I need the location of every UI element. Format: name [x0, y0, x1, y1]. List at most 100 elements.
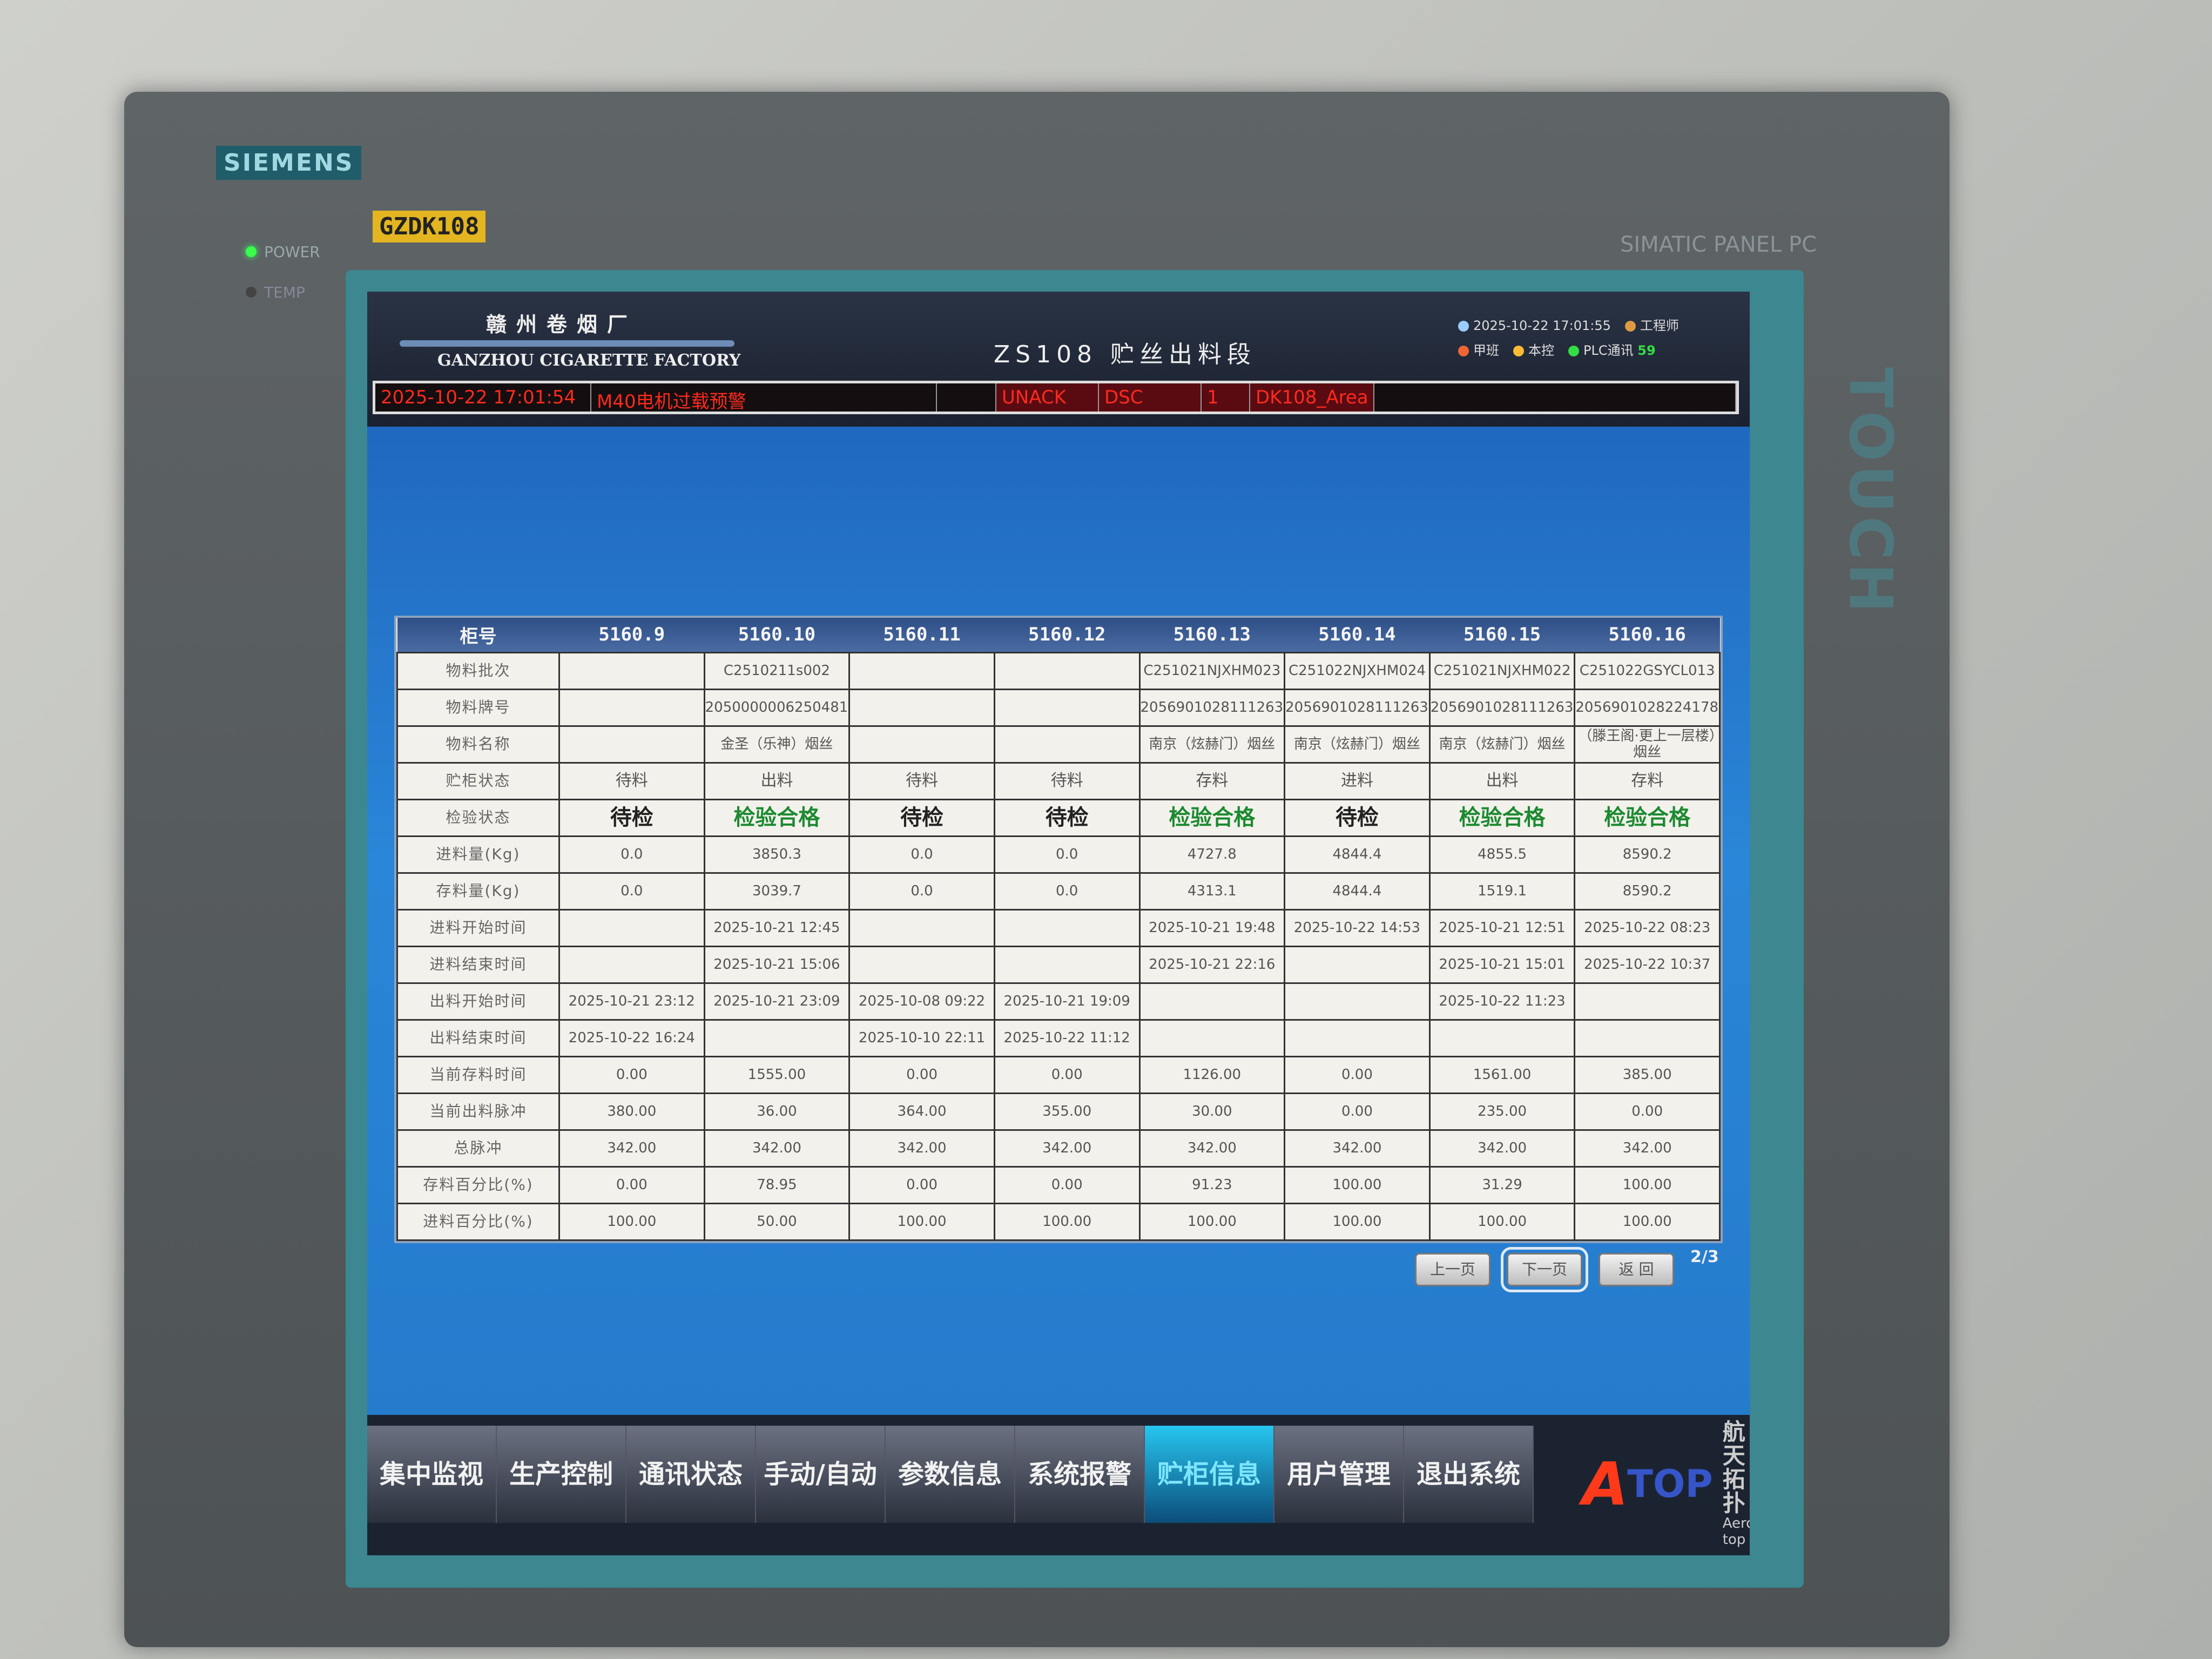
table-cell — [848, 688, 995, 727]
column-header: 5160.11 — [849, 618, 995, 652]
table-cell: 2025-10-21 19:48 — [1138, 908, 1286, 947]
table-cell: 待料 — [558, 761, 705, 800]
table-cell: 存料 — [1138, 761, 1286, 800]
row-label: 存料量(Kg) — [396, 872, 560, 911]
table-cell: 0.0 — [558, 835, 705, 874]
mode-text: 本控 — [1528, 343, 1554, 358]
nav-tab[interactable]: 用户管理 — [1274, 1426, 1404, 1523]
mode-icon — [1513, 346, 1524, 356]
table-cell: 待检 — [993, 798, 1141, 837]
table-cell: 342.00 — [558, 1129, 705, 1168]
table-cell: 4727.8 — [1138, 835, 1286, 874]
table-row: 当前存料时间 0.00 1555.00 0.00 0.00 1126.00 0.00 1561… — [396, 1055, 1721, 1094]
table-row: 存料百分比(%) 0.00 78.95 0.00 0.00 91.23 100.00 31.2… — [396, 1165, 1721, 1204]
row-label: 物料批次 — [396, 651, 560, 690]
table-cell: 南京（炫赫门）烟丝 — [1428, 725, 1576, 764]
plc-status: PLC通讯 59 — [1568, 343, 1656, 358]
table-header: 柜号 5160.9 5160.10 5160.11 5160.12 5160.13 5160… — [397, 618, 1720, 652]
table-cell: 364.00 — [848, 1092, 995, 1131]
factory-name-cn: 赣州卷烟厂 — [486, 313, 638, 336]
row-label: 当前出料脉冲 — [396, 1092, 560, 1131]
table-cell: 100.00 — [1138, 1202, 1286, 1241]
table-cell: 1561.00 — [1428, 1055, 1576, 1094]
table-cell — [558, 945, 705, 984]
table-cell: 2025-10-21 12:45 — [703, 908, 851, 947]
nav-tab[interactable]: 参数信息 — [886, 1426, 1015, 1523]
bottom-nav: 集中监视 生产控制 通讯状态 手动/自动 参数信息 系统报警 贮柜信息 用户管理 退出系统 — [367, 1415, 1750, 1555]
table-cell: 8590.2 — [1574, 872, 1721, 911]
table-cell: 0.00 — [993, 1165, 1141, 1204]
alarm-area: DK108_Area — [1250, 383, 1374, 412]
table-cell: 0.0 — [558, 872, 705, 911]
table-cell — [1138, 982, 1286, 1021]
table-cell: 2025-10-22 08:23 — [1574, 908, 1721, 947]
table-cell: 36.00 — [703, 1092, 851, 1131]
table-cell: C251021NJXHM023 — [1138, 651, 1286, 690]
table-cell: 380.00 — [558, 1092, 705, 1131]
column-header: 5160.15 — [1429, 618, 1575, 652]
power-led-icon — [246, 246, 257, 257]
plc-value: 59 — [1637, 343, 1656, 358]
nav-tab[interactable]: 贮柜信息 — [1145, 1426, 1274, 1523]
table-cell: 50.00 — [703, 1202, 851, 1241]
table-cell: 2025-10-21 22:16 — [1138, 945, 1286, 984]
table-cell: 3850.3 — [703, 835, 851, 874]
table-cell: 待料 — [993, 761, 1141, 800]
table-cell: 20569010282241781 — [1574, 688, 1721, 727]
nav-tab[interactable]: 通讯状态 — [626, 1426, 756, 1523]
row-label: 总脉冲 — [396, 1129, 560, 1168]
table-cell — [558, 651, 705, 690]
table-cell — [848, 945, 995, 984]
table-row: 进料开始时间 2025-10-21 12:45 2025-10-21 19:48 20… — [396, 908, 1721, 947]
alarm-extra — [1374, 383, 1736, 412]
table-row: 出料结束时间 2025-10-22 16:24 2025-10-10 22:11 20… — [396, 1019, 1721, 1057]
table-cell: 0.00 — [848, 1165, 995, 1204]
nav-tab[interactable]: 退出系统 — [1404, 1426, 1534, 1523]
control-mode: 本控 — [1513, 343, 1554, 358]
row-label: 检验状态 — [396, 798, 560, 837]
column-header: 5160.13 — [1139, 618, 1285, 652]
clock-icon — [1458, 321, 1469, 332]
table-cell: 20500000062504811 — [703, 688, 851, 727]
alarm-bar[interactable]: 2025-10-22 17:01:54 M40电机过载预警 UNACK DSC … — [373, 381, 1739, 414]
table-cell — [558, 908, 705, 947]
table-cell: 8590.2 — [1574, 835, 1721, 874]
header: 赣州卷烟厂 GANZHOU CIGARETTE FACTORY ZS108 贮丝… — [367, 292, 1750, 427]
table-cell — [1138, 1019, 1286, 1057]
nav-tab[interactable]: 系统报警 — [1015, 1426, 1145, 1523]
table-cell: 进料 — [1284, 761, 1431, 800]
prev-page-button[interactable]: 上一页 — [1415, 1253, 1491, 1286]
nav-tab[interactable]: 集中监视 — [367, 1426, 497, 1523]
table-cell: 385.00 — [1574, 1055, 1721, 1094]
table-cell: 0.00 — [993, 1055, 1141, 1094]
factory-name-en: GANZHOU CIGARETTE FACTORY — [437, 351, 741, 370]
table-cell: 2025-10-22 11:12 — [993, 1019, 1141, 1057]
nav-tab[interactable]: 手动/自动 — [756, 1426, 886, 1523]
column-header-corner: 柜号 — [397, 618, 559, 652]
table-cell: 355.00 — [993, 1092, 1141, 1131]
next-page-button[interactable]: 下一页 — [1501, 1247, 1588, 1292]
table-row: 进料量(Kg) 0.0 3850.3 0.0 0.0 4727.8 4844.4 4855.5… — [396, 835, 1721, 874]
silo-info-table: 柜号 5160.9 5160.10 5160.11 5160.12 5160.13 5160… — [394, 616, 1723, 1243]
table-cell: 待料 — [848, 761, 995, 800]
table-cell: 342.00 — [848, 1129, 995, 1168]
temp-led-icon — [246, 287, 257, 298]
table-cell: 100.00 — [1284, 1165, 1431, 1204]
row-label: 进料开始时间 — [396, 908, 560, 947]
row-label: 出料结束时间 — [396, 1019, 560, 1057]
table-cell: C251022NJXHM024 — [1284, 651, 1431, 690]
user-role-text: 工程师 — [1640, 318, 1679, 333]
column-header: 5160.10 — [704, 618, 849, 652]
plc-status-icon — [1568, 346, 1579, 356]
table-cell: 100.00 — [1574, 1202, 1721, 1241]
table-cell: 100.00 — [1574, 1165, 1721, 1204]
table-cell: 南京（炫赫门）烟丝 — [1284, 725, 1431, 764]
table-row: 物料批次 C2510211s002 C251021NJXHM023 C251022NJ… — [396, 651, 1721, 690]
table-cell: C251022GSYCL013 — [1574, 651, 1721, 690]
back-button[interactable]: 返 回 — [1599, 1253, 1674, 1286]
user-role[interactable]: 工程师 — [1624, 318, 1679, 333]
table-cell: 0.00 — [558, 1055, 705, 1094]
nav-tab[interactable]: 生产控制 — [497, 1426, 626, 1523]
page-title: ZS108 贮丝出料段 — [994, 341, 1257, 368]
